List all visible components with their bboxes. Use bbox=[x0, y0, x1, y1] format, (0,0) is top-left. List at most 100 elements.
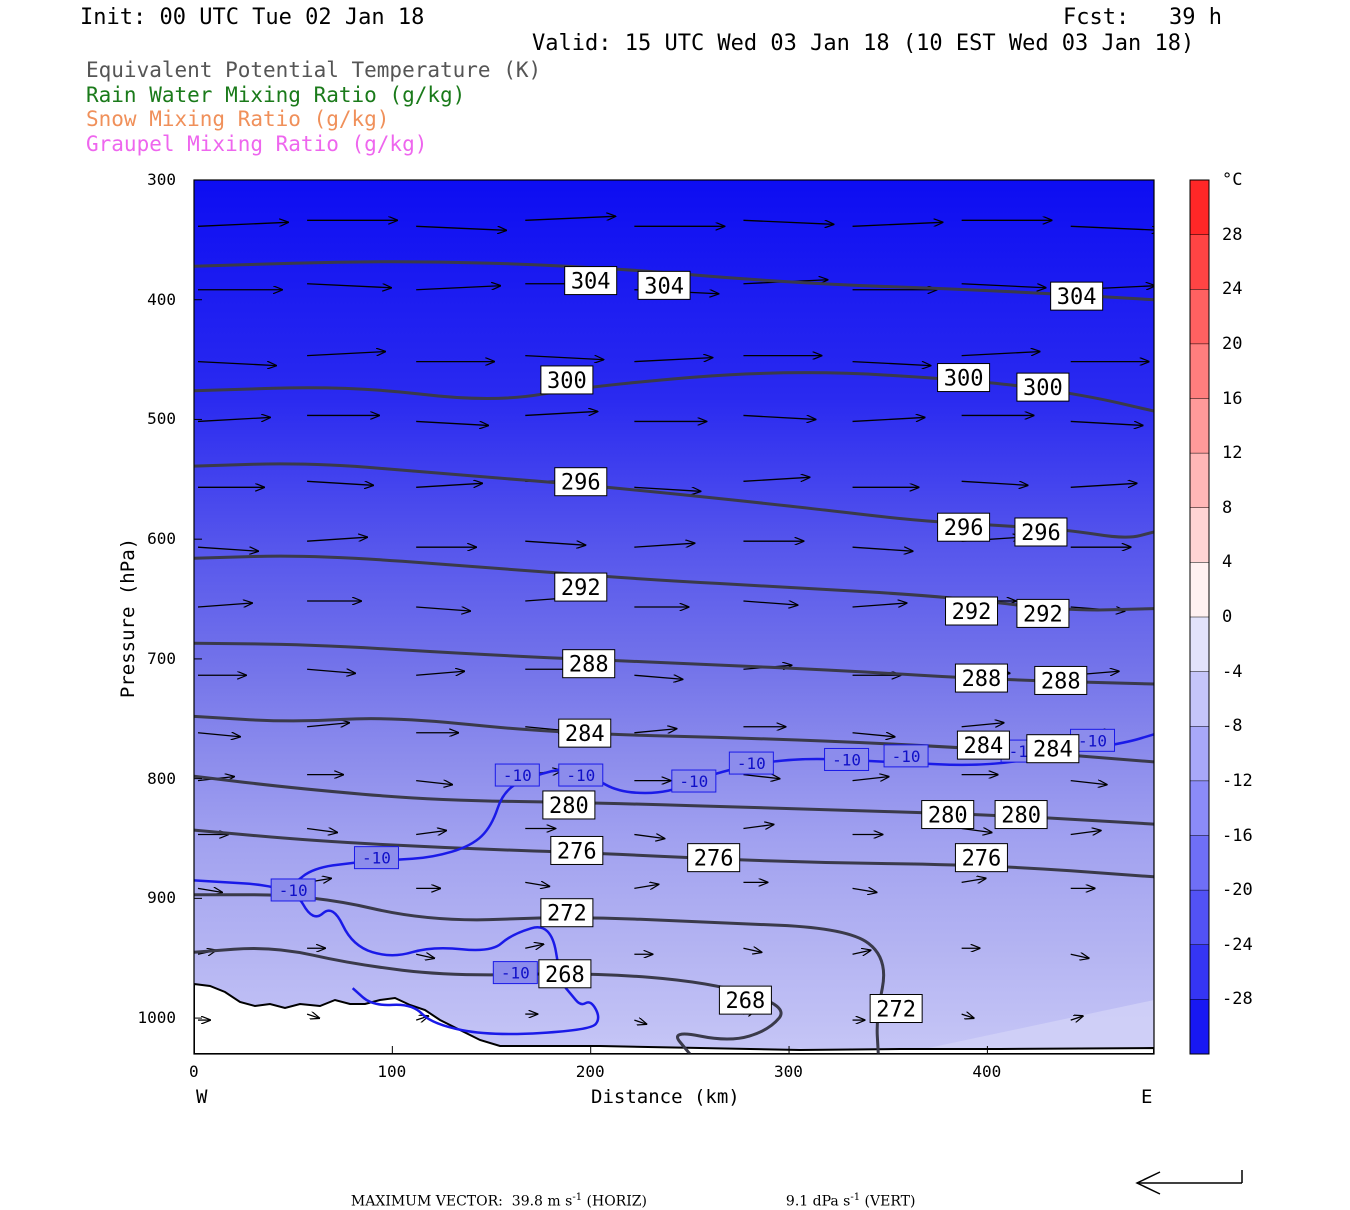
wind-vector bbox=[961, 723, 1004, 727]
wind-vector bbox=[416, 286, 500, 291]
wind-vector bbox=[307, 537, 367, 542]
theta-e-label: 280 bbox=[921, 800, 975, 830]
wind-vector bbox=[961, 283, 1046, 288]
colorbar-tick-label: -8 bbox=[1222, 716, 1243, 737]
temperature-label: -10 bbox=[883, 744, 929, 768]
theta-e-contour-300 bbox=[194, 371, 1154, 413]
colorbar-tick-label: 24 bbox=[1222, 279, 1243, 300]
colorbar-tick-label: 12 bbox=[1222, 443, 1243, 464]
y-tick-label: 300 bbox=[147, 170, 176, 189]
theta-e-label: 280 bbox=[994, 800, 1048, 830]
wind-vector bbox=[1070, 781, 1107, 785]
wind-vector bbox=[1070, 420, 1143, 425]
colorbar-segment bbox=[1190, 289, 1209, 345]
wind-vector bbox=[307, 669, 355, 673]
wind-vector bbox=[852, 360, 931, 366]
y-tick-label: 800 bbox=[147, 768, 176, 788]
wind-vector bbox=[416, 420, 488, 425]
wind-vector bbox=[852, 222, 943, 227]
colorbar-tick-label: -16 bbox=[1222, 825, 1253, 846]
svg-text:292: 292 bbox=[1023, 602, 1063, 627]
svg-text:-10: -10 bbox=[832, 750, 861, 769]
svg-text:-10: -10 bbox=[737, 754, 766, 773]
wind-vector bbox=[961, 1014, 974, 1018]
wind-vector bbox=[307, 352, 385, 357]
colorbar-segment bbox=[1190, 562, 1209, 618]
wind-vector bbox=[852, 546, 913, 551]
svg-text:-10: -10 bbox=[566, 766, 595, 785]
theta-e-label: 300 bbox=[1016, 372, 1070, 402]
colorbar-segment bbox=[1190, 617, 1209, 673]
wind-vector bbox=[307, 723, 349, 727]
y-tick-label: 400 bbox=[147, 289, 176, 309]
x-tick-label: 200 bbox=[575, 1062, 605, 1081]
svg-text:-10: -10 bbox=[501, 964, 530, 983]
svg-text:292: 292 bbox=[561, 576, 601, 601]
theta-e-label: 304 bbox=[637, 270, 691, 300]
svg-text:280: 280 bbox=[549, 794, 589, 819]
temperature-fill bbox=[194, 180, 1154, 1054]
svg-text:272: 272 bbox=[876, 998, 916, 1023]
wind-vector bbox=[634, 543, 694, 548]
svg-text:-10: -10 bbox=[679, 772, 708, 791]
theta-e-label: 284 bbox=[956, 730, 1010, 760]
y-tick-label: 1000 bbox=[137, 1008, 176, 1028]
field-rain-water: Rain Water Mixing Ratio (g/kg) bbox=[86, 83, 466, 107]
wind-vector bbox=[416, 607, 470, 611]
wind-vector bbox=[416, 225, 506, 230]
colorbar-tick-label: 0 bbox=[1222, 607, 1233, 627]
wind-vector bbox=[743, 775, 779, 779]
temperature-label: -10 bbox=[671, 769, 717, 793]
svg-text:300: 300 bbox=[944, 367, 984, 392]
plot-frame bbox=[193, 179, 1155, 1055]
wind-vector bbox=[743, 948, 761, 952]
wind-vector bbox=[743, 477, 809, 482]
x-tick-label: 100 bbox=[377, 1062, 407, 1081]
wind-vector bbox=[197, 546, 258, 551]
svg-text:300: 300 bbox=[547, 369, 587, 394]
svg-text:304: 304 bbox=[644, 274, 684, 299]
wind-vector bbox=[307, 829, 337, 833]
field-snow: Snow Mixing Ratio (g/kg) bbox=[86, 107, 390, 131]
svg-text:280: 280 bbox=[1001, 804, 1041, 829]
wind-vector bbox=[525, 540, 585, 545]
theta-e-label: 292 bbox=[554, 572, 608, 602]
theta-e-label: 276 bbox=[550, 835, 604, 865]
temperature-label: -10 bbox=[558, 763, 604, 787]
y-tick-label: 500 bbox=[147, 409, 176, 429]
wind-vector bbox=[634, 884, 658, 888]
theta-e-label: 280 bbox=[542, 790, 596, 820]
theta-e-label: 304 bbox=[1050, 281, 1104, 311]
wind-vector bbox=[197, 888, 222, 892]
colorbar-tick-label: -24 bbox=[1222, 934, 1253, 955]
y-tick-label: 700 bbox=[147, 648, 176, 668]
theta-e-label: 300 bbox=[937, 363, 991, 393]
wind-vector bbox=[743, 601, 797, 605]
wind-vector bbox=[525, 411, 597, 417]
colorbar-tick-label: 28 bbox=[1222, 224, 1243, 245]
wind-vector bbox=[852, 733, 895, 737]
west-label: W bbox=[196, 1086, 208, 1108]
wind-vector bbox=[852, 417, 925, 423]
init-time: Init: 00 UTC Tue 02 Jan 18 bbox=[80, 5, 425, 30]
wind-vector bbox=[961, 878, 986, 882]
svg-text:268: 268 bbox=[726, 989, 766, 1014]
colorbar-segment bbox=[1190, 671, 1209, 727]
wind-vector bbox=[1070, 954, 1089, 958]
max-vertical-vector: 9.1 dPa s-1 (VERT) bbox=[785, 1192, 916, 1210]
wind-vector bbox=[416, 954, 434, 958]
temperature-label: -10 bbox=[353, 846, 399, 870]
svg-text:288: 288 bbox=[962, 667, 1002, 692]
svg-text:288: 288 bbox=[1041, 669, 1081, 694]
field-theta-e: Equivalent Potential Temperature (K) bbox=[86, 58, 542, 82]
wind-vector bbox=[525, 354, 603, 360]
colorbar-tick-label: -20 bbox=[1222, 880, 1253, 901]
temperature-contour bbox=[194, 879, 600, 1036]
wind-vector bbox=[197, 360, 276, 366]
colorbar-segment bbox=[1190, 835, 1209, 891]
wind-vector bbox=[852, 950, 871, 954]
wind-vector bbox=[634, 835, 664, 839]
colorbar-segment bbox=[1190, 780, 1209, 836]
wind-vector bbox=[634, 486, 700, 491]
wind-vector bbox=[525, 944, 543, 948]
